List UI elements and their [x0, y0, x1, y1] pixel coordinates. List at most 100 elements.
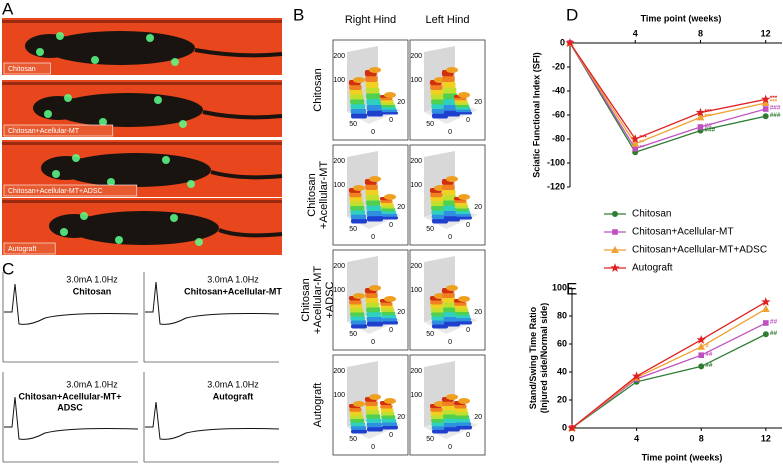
surface-band [456, 111, 472, 115]
paw-print [107, 178, 115, 186]
surface-band [431, 312, 446, 317]
surface-band [454, 411, 469, 416]
surface-band [430, 84, 443, 90]
caption: Chitosan [8, 66, 36, 73]
surface-tick: 50 [349, 436, 357, 443]
surface-band [381, 208, 396, 212]
surface-band [455, 314, 471, 319]
surface-band [380, 199, 393, 203]
legend-label: Chitosan [632, 209, 671, 220]
significance: ### [770, 112, 781, 119]
surface-band [366, 414, 381, 419]
x-tick-label: 4 [634, 433, 639, 443]
surface-cap [458, 194, 470, 200]
paw-print [44, 110, 52, 118]
surface-band [443, 210, 460, 217]
significance: *** [704, 113, 712, 120]
surface-cap [369, 285, 381, 291]
marker [610, 263, 620, 273]
surface-band [349, 407, 362, 412]
stimulus-label: 3.0mA 1.0Hz [66, 379, 118, 389]
surface-tick: 0 [371, 444, 375, 451]
significance: *** [770, 95, 778, 102]
marker [696, 113, 705, 121]
paw-print [154, 96, 162, 104]
surface-band [366, 98, 382, 105]
paw-print [187, 180, 195, 188]
legend-label: Chitosan+Acellular-MT+ADSC [632, 245, 767, 256]
marker [697, 342, 706, 350]
marker [612, 229, 618, 235]
series-line [569, 42, 766, 140]
surface-band [456, 425, 472, 430]
surface-tick: 20 [397, 204, 405, 211]
surface-band [430, 304, 444, 309]
marker [762, 304, 770, 312]
surface-band [351, 218, 367, 224]
surface-band [443, 414, 458, 419]
surface-tick: 0 [389, 327, 393, 334]
significance: ## [770, 330, 778, 337]
surface-tick: 0 [371, 129, 375, 136]
surface-band [381, 415, 396, 419]
surface-band [365, 184, 378, 190]
surface-band [382, 216, 398, 220]
surface-band [432, 113, 448, 119]
surface-band [365, 409, 380, 415]
surface-cap [384, 296, 396, 302]
panel-label: C [2, 259, 14, 278]
surface-band [442, 292, 455, 298]
surface-cap [369, 176, 381, 182]
surface-band [367, 321, 383, 327]
surface-band [455, 106, 471, 110]
rat-head [49, 214, 99, 238]
surface-band [444, 426, 460, 432]
surface-band [351, 429, 367, 434]
surface-band [456, 320, 472, 325]
significance: ### [704, 126, 715, 133]
trace [4, 283, 139, 325]
surface-band [431, 214, 448, 220]
row-label: Chitosan [300, 278, 312, 321]
y-tick-label: -120 [547, 181, 565, 191]
surface-band [349, 414, 364, 419]
marker [630, 134, 640, 144]
paw-print [80, 212, 88, 220]
marker [698, 352, 705, 358]
surface-band [454, 408, 468, 412]
surface-cap [353, 293, 365, 299]
surface-band [455, 208, 470, 212]
y-tick-label: 100 [552, 282, 567, 292]
surface-band [454, 102, 469, 105]
surface-band [443, 422, 460, 428]
significance: ## [704, 123, 712, 130]
surface-band [432, 218, 448, 224]
rat-tail [194, 48, 283, 58]
surface-band [349, 84, 362, 90]
surface-tick: 50 [349, 121, 357, 128]
surface-band [430, 196, 444, 202]
rat-head [41, 156, 91, 180]
surface-band [444, 215, 460, 222]
paw-print [115, 236, 123, 244]
surface-band [430, 192, 443, 198]
surface-band [366, 422, 383, 428]
rat-head [25, 34, 75, 58]
surface-band [349, 196, 363, 202]
marker [763, 320, 769, 326]
surface-tick: 200 [333, 53, 345, 60]
series-line [569, 42, 766, 153]
y-tick-label: 60 [557, 338, 567, 348]
surface-band [350, 103, 366, 109]
row-label: Chitosan [306, 173, 318, 216]
surface-band [380, 308, 395, 312]
surface-band [454, 205, 469, 209]
caption: Chitosan+Acellular-MT [8, 128, 80, 135]
surface-tick: 100 [410, 77, 422, 84]
surface-tick: 50 [349, 331, 357, 338]
surface-tick: 20 [474, 99, 482, 106]
surface-band [455, 104, 470, 108]
surface-band [349, 304, 363, 309]
track-rail [2, 82, 282, 85]
surface-band [442, 184, 455, 190]
